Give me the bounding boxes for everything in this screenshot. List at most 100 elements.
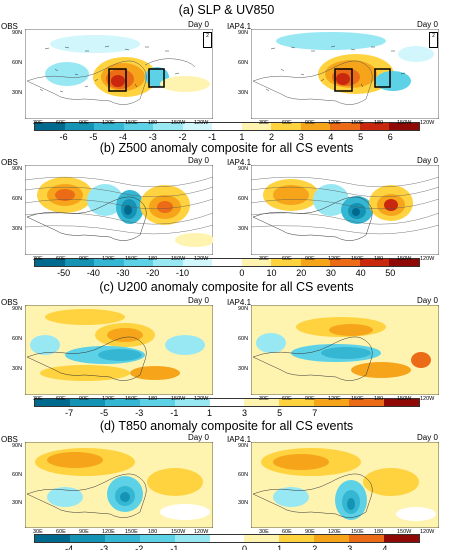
lon-tick-label: 120W: [194, 529, 209, 535]
lon-tick-label: 90E: [79, 529, 89, 535]
panel-b-iap-label: IAP4.1: [227, 158, 252, 167]
colorbar-label: -3: [135, 408, 144, 418]
panel-a-iap-label: IAP4.1: [227, 22, 252, 31]
lon-tick-label: 90E: [79, 396, 89, 402]
lon-tick-label: 150E: [125, 256, 138, 262]
colorbar-label: 20: [296, 268, 307, 278]
panel-c-iap-label: IAP4.1: [227, 298, 252, 307]
colorbar-label: 0: [242, 544, 248, 550]
panel-d-iap-day: Day 0: [417, 433, 438, 442]
lon-tick-label: 120E: [328, 529, 341, 535]
lon-tick-label: 30E: [33, 529, 43, 535]
lat-tick-label: 60N: [238, 60, 249, 66]
lat-tick-label: 90N: [238, 166, 249, 172]
lat-tick-label: 30N: [12, 90, 23, 96]
colorbar-swatch: [279, 535, 315, 542]
colorbar-label: -2: [178, 132, 187, 142]
colorbar-swatch: [35, 399, 70, 406]
colorbar-label: -1: [208, 132, 217, 142]
colorbar-label: -40: [86, 268, 100, 278]
lon-tick-label: 120E: [328, 256, 341, 262]
panel-c-colorbar: [34, 398, 420, 407]
colorbar-label: -7: [65, 408, 74, 418]
colorbar-label: 3: [298, 132, 304, 142]
lon-tick-label: 30E: [33, 396, 43, 402]
panel-b-obs-map: OBS: [1, 158, 213, 255]
lon-tick-label: 180: [374, 529, 384, 535]
colorbar-label: 4: [328, 132, 334, 142]
panel-b-iap-day: Day 0: [417, 156, 438, 165]
colorbar-swatch: [153, 259, 183, 266]
lat-tick-label: 30N: [12, 500, 23, 507]
colorbar-swatch: [174, 399, 210, 406]
panel-d-obs-day: Day 0: [188, 433, 209, 442]
colorbar-label: -3: [100, 544, 109, 550]
colorbar-swatch: [182, 123, 213, 130]
lat-tick-label: 90N: [238, 443, 249, 449]
panel-a-ref-vector-obs: 2: [203, 32, 212, 48]
panel-d-obs-map: OBS: [1, 435, 213, 528]
lon-tick-label: 120W: [420, 529, 435, 535]
colorbar-label: 0: [239, 268, 245, 278]
panel-b-title: (b) Z500 anomaly composite for all CS ev…: [99, 141, 354, 155]
lat-tick-label: 60N: [12, 60, 23, 66]
colorbar-swatch: [123, 259, 154, 266]
panel-d-title: (d) T850 anomaly composite for all CS ev…: [99, 419, 354, 433]
colorbar-swatch: [271, 259, 301, 266]
colorbar-swatch: [314, 399, 350, 406]
colorbar-label: -50: [57, 268, 71, 278]
lon-tick-label: 120W: [194, 120, 209, 126]
colorbar-swatch: [153, 123, 183, 130]
lon-tick-label: 60E: [56, 529, 66, 535]
colorbar-swatch: [349, 399, 385, 406]
colorbar-swatch: [300, 123, 331, 130]
lon-tick-label: 120W: [194, 256, 209, 262]
panel-c-obs-day: Day 0: [188, 296, 209, 305]
colorbar-swatch: [69, 535, 105, 542]
lon-tick-label: 180: [148, 396, 158, 402]
colorbar-swatch: [139, 399, 175, 406]
colorbar-swatch: [35, 535, 70, 542]
lon-tick-label: 180: [374, 256, 384, 262]
colorbar-label: 4: [382, 544, 388, 550]
colorbar-swatch: [104, 535, 140, 542]
lon-tick-label: 150E: [125, 529, 138, 535]
panel-c-iap-day: Day 0: [417, 296, 438, 305]
panel-a-obs-day: Day 0: [188, 20, 209, 29]
lon-tick-label: 30E: [259, 256, 269, 262]
colorbar-swatch: [182, 259, 213, 266]
panel-b-obs-label: OBS: [1, 158, 18, 167]
colorbar-swatch: [359, 123, 390, 130]
panel-a-colorbar: [34, 122, 420, 131]
lon-tick-label: 120E: [102, 396, 115, 402]
colorbar-swatch: [330, 259, 360, 266]
colorbar-swatch: [241, 123, 272, 130]
lat-tick-label: 30N: [238, 366, 249, 372]
colorbar-label: 50: [385, 268, 396, 278]
panel-c-title: (c) U200 anomaly composite for all CS ev…: [99, 280, 354, 294]
colorbar-label: -10: [175, 268, 189, 278]
colorbar-swatch: [359, 259, 390, 266]
colorbar-swatch: [244, 535, 280, 542]
colorbar-swatch: [212, 259, 242, 266]
colorbar-swatch: [209, 399, 245, 406]
colorbar-label: -6: [59, 132, 68, 142]
lon-tick-label: 120E: [102, 120, 115, 126]
lon-tick-label: 180: [148, 256, 158, 262]
colorbar-swatch: [64, 259, 95, 266]
panel-b-obs-day: Day 0: [188, 156, 209, 165]
colorbar-swatch: [209, 535, 245, 542]
panel-a-ref-vector-iap: 2: [429, 32, 438, 48]
colorbar-label: 5: [358, 132, 364, 142]
lat-tick-label: 60N: [12, 196, 23, 202]
lon-tick-label: 60E: [56, 120, 66, 126]
colorbar-swatch: [384, 399, 419, 406]
lon-tick-label: 150E: [125, 120, 138, 126]
colorbar-label: 1: [277, 544, 283, 550]
lon-tick-label: 30E: [259, 529, 269, 535]
colorbar-swatch: [94, 123, 124, 130]
panel-b-iap-map: IAP4.1: [227, 158, 439, 255]
lon-tick-label: 60E: [282, 529, 292, 535]
lon-tick-label: 90E: [79, 256, 89, 262]
